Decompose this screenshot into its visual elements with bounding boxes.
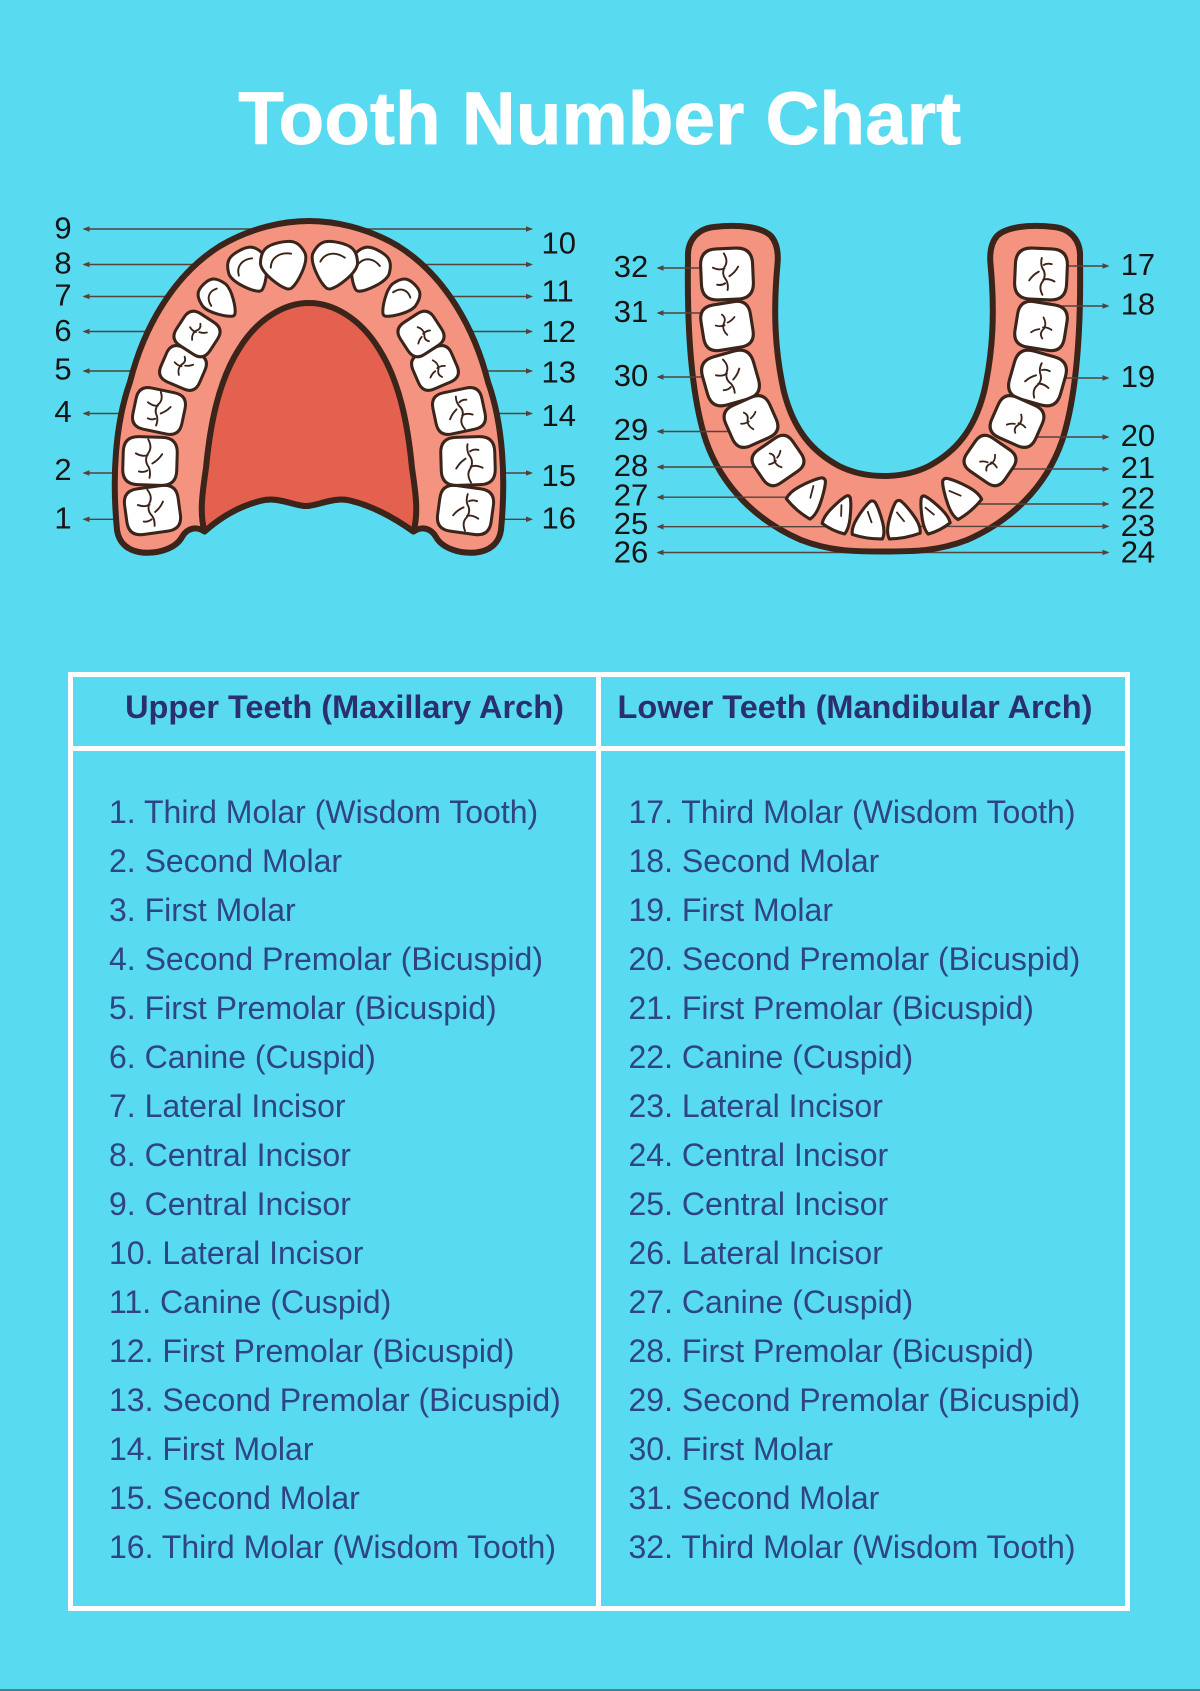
svg-text:29: 29 xyxy=(614,412,648,447)
svg-text:28: 28 xyxy=(614,448,648,483)
svg-text:13: 13 xyxy=(542,355,576,390)
svg-text:20: 20 xyxy=(1121,418,1155,453)
svg-text:1: 1 xyxy=(54,501,71,536)
svg-text:4: 4 xyxy=(54,394,71,429)
svg-text:8: 8 xyxy=(54,246,71,281)
svg-text:12: 12 xyxy=(542,314,576,349)
svg-text:15: 15 xyxy=(542,458,576,493)
svg-text:17: 17 xyxy=(1121,247,1155,282)
svg-text:24: 24 xyxy=(1121,534,1155,569)
svg-text:26: 26 xyxy=(614,534,648,569)
svg-text:11: 11 xyxy=(542,274,574,309)
svg-text:2: 2 xyxy=(54,452,71,487)
svg-text:30: 30 xyxy=(614,358,648,393)
svg-text:14: 14 xyxy=(542,398,576,433)
svg-text:32: 32 xyxy=(614,249,648,284)
svg-text:27: 27 xyxy=(614,478,648,513)
svg-text:18: 18 xyxy=(1121,287,1155,322)
svg-text:21: 21 xyxy=(1121,450,1155,485)
svg-text:22: 22 xyxy=(1121,480,1155,515)
svg-text:25: 25 xyxy=(614,506,648,541)
svg-text:9: 9 xyxy=(54,210,71,245)
svg-text:10: 10 xyxy=(542,226,576,261)
svg-text:16: 16 xyxy=(542,501,576,536)
svg-text:7: 7 xyxy=(54,278,71,313)
svg-text:31: 31 xyxy=(614,294,648,329)
svg-text:23: 23 xyxy=(1121,508,1155,543)
svg-text:6: 6 xyxy=(54,313,71,348)
svg-text:5: 5 xyxy=(54,351,71,386)
svg-text:19: 19 xyxy=(1121,359,1155,394)
